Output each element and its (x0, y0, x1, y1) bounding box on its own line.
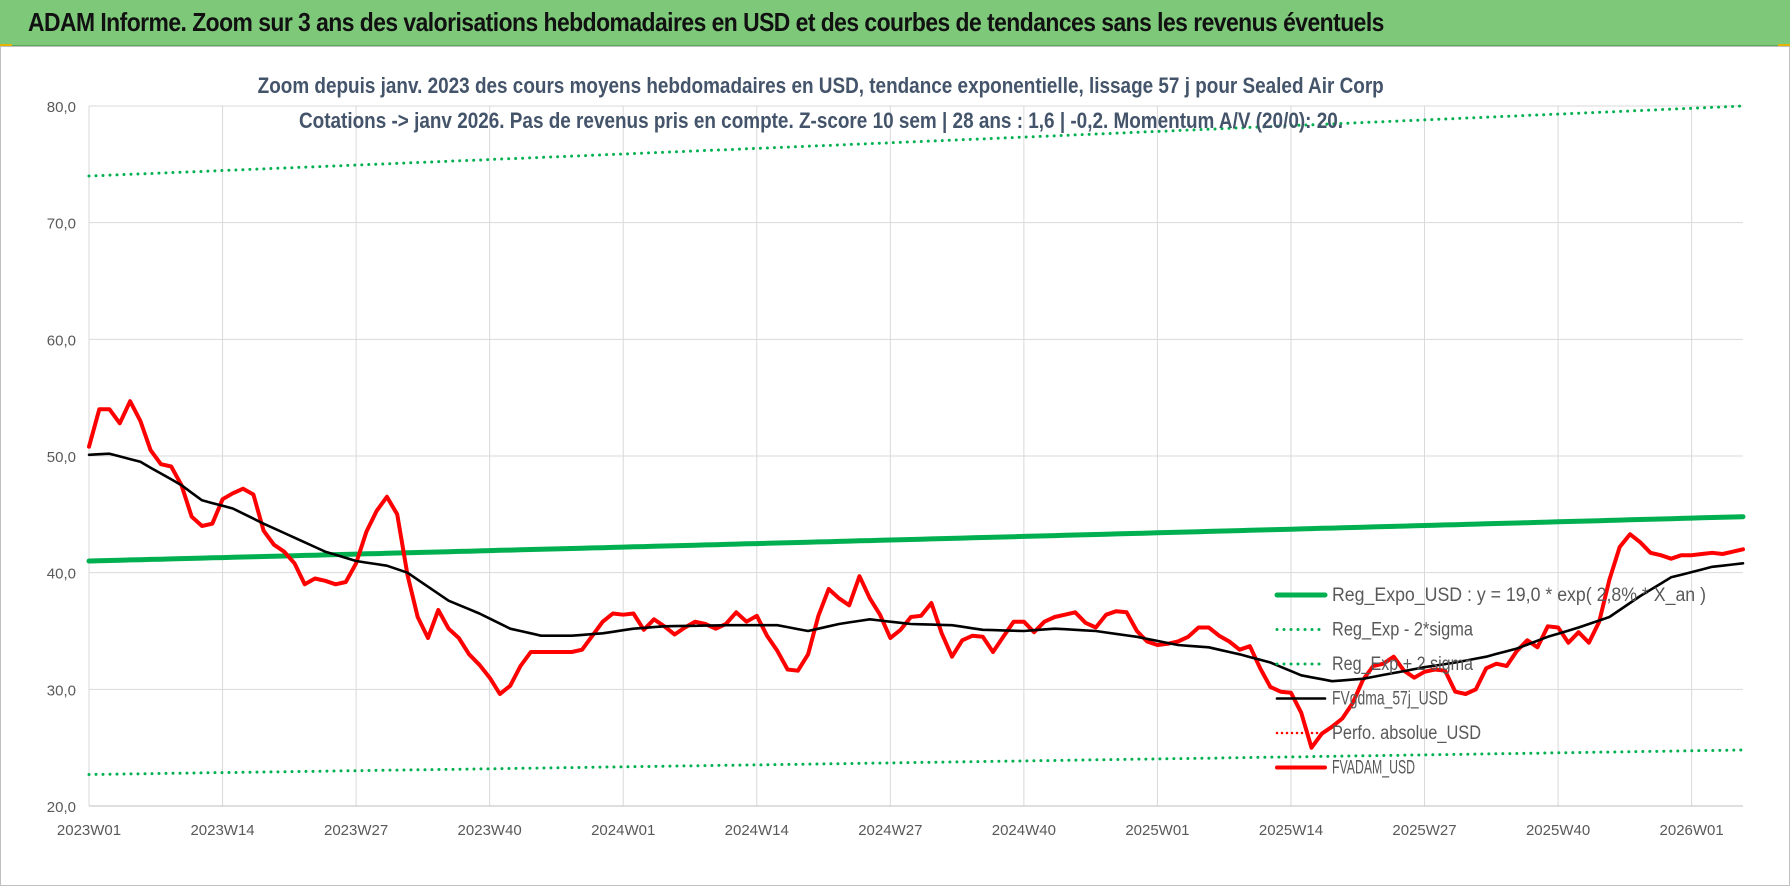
y-tick-label: 30,0 (47, 682, 76, 699)
legend-label: Reg_Expo_USD : y = 19,0 * exp( 2,8% * X_… (1332, 585, 1706, 606)
series-line-fvadam (87, 399, 1745, 750)
x-tick-label: 2023W40 (458, 822, 522, 839)
x-tick-label: 2024W40 (992, 822, 1056, 839)
chart-title-line-1: Zoom depuis janv. 2023 des cours moyens … (257, 73, 1385, 98)
y-tick-label: 70,0 (47, 216, 76, 233)
series-line-reg-expo (86, 514, 1746, 564)
x-tick-label: 2024W01 (591, 822, 655, 839)
series-line-reg-exp-plus-2sigma (87, 104, 1745, 178)
y-tick-label: 50,0 (47, 449, 76, 466)
x-tick-label: 2026W01 (1660, 822, 1724, 839)
chart-area: 20,0 30,0 40,0 50,0 60,0 70,0 80,0 2023W01 2023W… (0, 46, 1790, 886)
y-tick-label: 60,0 (47, 332, 76, 349)
legend-label: Reg_Exp + 2 sigma (1332, 654, 1473, 675)
series-line-fvgdma (87, 452, 1745, 683)
report-title: ADAM Informe. Zoom sur 3 ans des valoris… (28, 7, 1384, 37)
x-tick-label: 2025W01 (1125, 822, 1189, 839)
x-tick-label: 2025W27 (1392, 822, 1456, 839)
x-tick-label: 2023W14 (190, 822, 254, 839)
legend-label: Perfo. absolue_USD (1332, 723, 1481, 744)
legend-label: FVgdma_57j_USD (1332, 689, 1448, 710)
x-tick-label: 2024W14 (725, 822, 789, 839)
chart-title-line-2: Cotations -> janv 2026. Pas de revenus p… (298, 108, 1344, 133)
chart-svg: 20,0 30,0 40,0 50,0 60,0 70,0 80,0 2023W01 2023W… (47, 99, 1746, 839)
x-tick-label: 2025W14 (1259, 822, 1323, 839)
x-tick-label: 2023W27 (324, 822, 388, 839)
legend-label: FVADAM_USD (1332, 758, 1415, 779)
x-tick-label: 2023W01 (57, 822, 121, 839)
y-tick-label: 20,0 (47, 799, 76, 816)
report-banner: ADAM Informe. Zoom sur 3 ans des valoris… (0, 0, 1790, 46)
series-line-reg-exp-minus-2sigma (87, 748, 1745, 776)
x-tick-label: 2025W40 (1526, 822, 1590, 839)
y-tick-label: 80,0 (47, 99, 76, 116)
legend-label: Reg_Exp - 2*sigma (1332, 620, 1473, 641)
y-tick-label: 40,0 (47, 566, 76, 583)
x-tick-label: 2024W27 (858, 822, 922, 839)
